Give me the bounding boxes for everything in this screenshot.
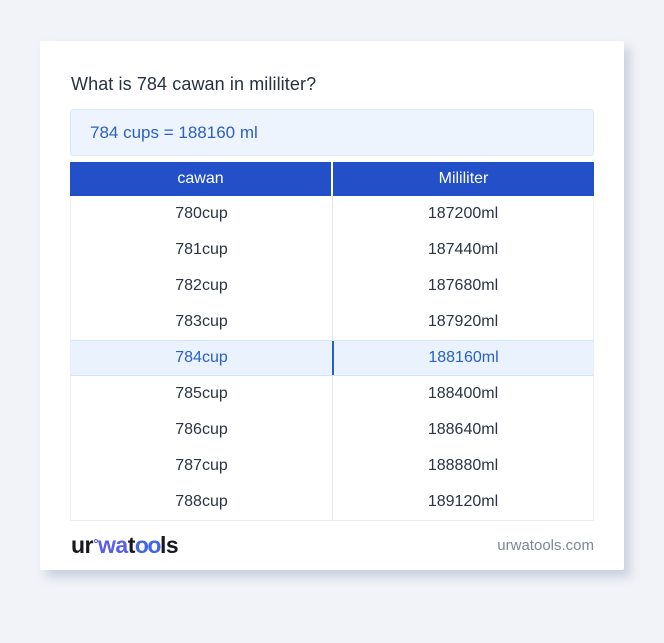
cawan-cell: 788cup (175, 493, 228, 510)
mililiter-cell: 187920ml (332, 304, 593, 340)
mililiter-cell: 187680ml (332, 268, 593, 304)
mililiter-cell: 188160ml (332, 341, 593, 375)
mililiter-cell: 188880ml (332, 448, 593, 484)
cawan-cell: 783cup (175, 313, 228, 330)
logo-text-wa: wa (98, 532, 128, 558)
column-header-cawan: cawan (70, 162, 331, 196)
logo-text-oo: oo (134, 532, 162, 558)
table-body: 780cup 187200ml 781cup 187440ml 782cup 187680… (70, 196, 594, 521)
table-row: 784cup 188160ml (71, 340, 593, 376)
mililiter-cell: 189120ml (332, 484, 593, 520)
cawan-cell: 787cup (175, 457, 228, 474)
conversion-table: cawan Mililiter 780cup 187200ml 781cup 1874… (70, 162, 594, 521)
page-title: What is 784 cawan in mililiter? (71, 74, 317, 94)
cawan-cell: 780cup (175, 205, 228, 222)
table-row: 780cup 187200ml (71, 196, 593, 232)
logo-text-ur: ur (71, 532, 94, 558)
mililiter-cell: 188400ml (332, 376, 593, 412)
table-header-row: cawan Mililiter (70, 162, 594, 196)
cawan-cell: 784cup (175, 349, 228, 366)
site-domain-text: urwatools.com (497, 537, 594, 554)
table-row: 788cup 189120ml (71, 484, 593, 520)
cawan-cell: 782cup (175, 277, 228, 294)
table-row: 782cup 187680ml (71, 268, 593, 304)
column-header-mililiter: Mililiter (333, 162, 594, 196)
logo-text-ls: ls (159, 532, 179, 558)
logo-ring-icon (94, 539, 98, 543)
table-row: 786cup 188640ml (71, 412, 593, 448)
logo-text-t: t (127, 532, 136, 558)
card-footer: ur watools urwatools.com (40, 521, 624, 570)
result-text: 784 cups = 188160 ml (90, 122, 258, 142)
table-row: 781cup 187440ml (71, 232, 593, 268)
mililiter-cell: 187440ml (332, 232, 593, 268)
site-logo[interactable]: ur watools (71, 532, 179, 558)
table-row: 787cup 188880ml (71, 448, 593, 484)
mililiter-cell: 187200ml (332, 196, 593, 232)
cawan-cell: 786cup (175, 421, 228, 438)
converter-card: What is 784 cawan in mililiter? 784 cups… (40, 41, 624, 570)
cawan-cell: 785cup (175, 385, 228, 402)
mililiter-cell: 188640ml (332, 412, 593, 448)
table-row: 785cup 188400ml (71, 376, 593, 412)
cawan-cell: 781cup (175, 241, 228, 258)
result-box: 784 cups = 188160 ml (70, 109, 594, 156)
table-row: 783cup 187920ml (71, 304, 593, 340)
